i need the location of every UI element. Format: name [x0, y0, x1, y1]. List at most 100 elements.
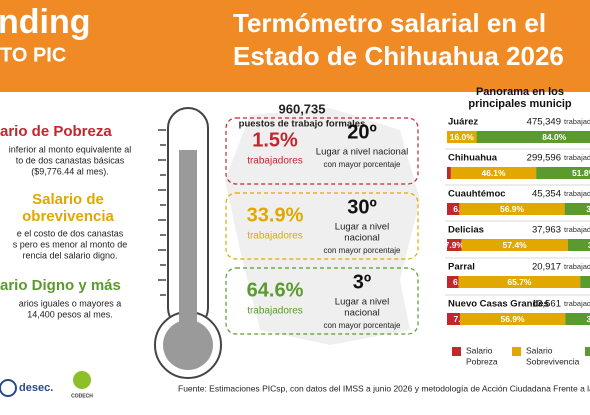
bar-segment — [450, 167, 537, 179]
legend-label: Pobreza — [466, 356, 498, 366]
logo-text: CODECH — [71, 393, 93, 399]
legend-label: Salario — [526, 345, 553, 355]
category-title: ario de Pobreza — [0, 123, 112, 140]
category-percent: 1.5% — [252, 129, 298, 151]
municipality-unit: trabajadores — [564, 225, 590, 234]
bar-label: 84.0% — [542, 132, 567, 142]
municipality-unit: trabajadores — [564, 189, 590, 198]
bar-segment — [461, 239, 568, 251]
municipality-unit: trabajadores — [564, 262, 590, 271]
municipality-workers: 299,596 — [527, 153, 561, 164]
bar-segment — [459, 203, 565, 215]
total-label: puestos de trabajo formales — [239, 119, 366, 130]
bar-label: 56.9% — [501, 314, 526, 324]
category-description: e el costo de dos canastas — [17, 228, 124, 238]
source: Fuente: Estimaciones PICsp, con datos de… — [178, 383, 590, 393]
category-rank-note: con mayor porcentaje — [324, 321, 401, 330]
bar-label: 57.4% — [503, 240, 528, 250]
legend-label: Salario — [466, 345, 493, 355]
logo: nding — [0, 3, 91, 41]
bar-segment — [567, 239, 590, 251]
legend-swatch — [452, 347, 461, 356]
municipality-unit: trabajadores — [564, 117, 590, 126]
bar-label: 36.4% — [586, 204, 590, 214]
bar-segment — [447, 313, 460, 325]
category-rank: 3º — [353, 271, 371, 293]
panorama-title: Panorama en los — [476, 86, 564, 98]
title: Termómetro salarial en el — [233, 8, 546, 38]
category-rank-label: Lugar a nivel — [335, 297, 389, 308]
bar-label: 36.1% — [587, 314, 590, 324]
bar-label: 7.9% — [445, 240, 465, 250]
bar-segment — [458, 276, 581, 288]
category-rank: 30º — [347, 196, 377, 218]
category-description: 14,400 pesos al mes. — [27, 309, 113, 319]
title: Estado de Chihuahua 2026 — [233, 41, 564, 71]
municipality-unit: trabajadores — [564, 153, 590, 162]
bar-segment — [536, 167, 590, 179]
bar-segment — [476, 131, 590, 143]
logo-icon — [0, 379, 17, 397]
municipality-workers: 37,963 — [532, 225, 561, 236]
category-box — [225, 117, 419, 185]
thermometer — [154, 107, 222, 379]
bar-segment — [565, 313, 590, 325]
category-box — [225, 267, 419, 335]
map-shape — [225, 108, 420, 345]
category-percent: 33.9% — [247, 204, 304, 226]
category-percent: 64.6% — [247, 279, 304, 301]
bar-label: 46.1% — [481, 168, 506, 178]
category-percent-label: trabajadores — [247, 156, 303, 167]
bar-label: 51.8% — [572, 168, 590, 178]
municipality-workers: 475,349 — [527, 117, 561, 128]
category-percent-label: trabajadores — [247, 306, 303, 317]
bar-segment — [447, 203, 460, 215]
logo-text: desec. — [19, 382, 53, 394]
municipality-name: Juárez — [448, 117, 478, 128]
category-percent-label: trabajadores — [247, 231, 303, 242]
logo-icon — [73, 371, 91, 389]
bar-label: 65.7% — [507, 277, 532, 287]
category-rank-label: Lugar a nivel nacional — [316, 147, 408, 158]
bar-label: 34.7% — [588, 240, 590, 250]
category-description: arios iguales o mayores a — [19, 298, 122, 308]
legend-swatch — [512, 347, 521, 356]
bar-segment — [447, 276, 459, 288]
bar-segment — [447, 167, 451, 179]
bar-segment — [459, 313, 566, 325]
category-title: Salario de — [32, 191, 104, 208]
category-title: ario Digno y más — [0, 277, 121, 294]
bar-segment — [580, 276, 590, 288]
category-rank-label: nacional — [344, 233, 379, 244]
municipality-workers: 20,917 — [532, 262, 561, 273]
content: nding TO PIC Termómetro salarial en elEsta… — [0, 3, 590, 399]
bar-segment — [564, 203, 590, 215]
category-rank-note: con mayor porcentaje — [324, 160, 401, 169]
bar-segment — [447, 239, 462, 251]
municipality-name: Delicias — [448, 225, 484, 236]
legend-label: Sobrevivencia — [526, 356, 580, 366]
municipality-workers: 13,561 — [532, 299, 561, 310]
category-rank-label: Lugar a nivel — [335, 222, 389, 233]
category-description: s pero es menor al monto de — [13, 239, 128, 249]
bar-segment — [447, 131, 477, 143]
municipality-name: Parral — [448, 262, 475, 273]
municipality-name: Chihuahua — [448, 153, 498, 164]
category-title: obrevivencia — [22, 208, 114, 225]
municipality-name: Nuevo Casas Grandes — [448, 299, 549, 310]
panorama-title: principales municip — [468, 98, 572, 110]
category-description: to de dos canastas básicas — [16, 155, 125, 165]
category-rank-note: con mayor porcentaje — [324, 246, 401, 255]
legend-swatch — [585, 347, 590, 356]
municipality-name: Cuauhtémoc — [448, 189, 506, 200]
category-description: rencia del salario digno. — [22, 250, 117, 260]
category-description: inferior al monto equivalente al — [9, 144, 132, 154]
total-value: 960,735 — [279, 101, 326, 116]
category-rank-label: nacional — [344, 308, 379, 319]
category-rank: 20º — [347, 121, 377, 143]
municipality-unit: trabajadores — [564, 299, 590, 308]
category-box — [225, 192, 419, 260]
header-band — [0, 0, 590, 92]
category-description: ($9,776.44 al mes). — [31, 166, 109, 176]
